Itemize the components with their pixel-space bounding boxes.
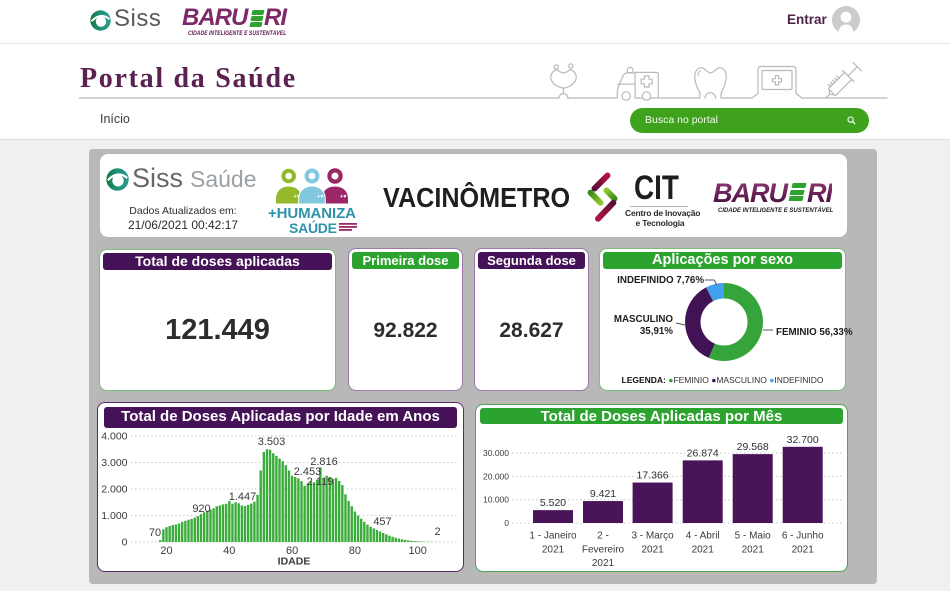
svg-text:SAÚDE: SAÚDE bbox=[289, 219, 337, 234]
svg-text:+HUMANIZA: +HUMANIZA bbox=[268, 205, 356, 222]
svg-text:2021: 2021 bbox=[641, 545, 664, 556]
svg-text:6 - Junho: 6 - Junho bbox=[782, 531, 824, 542]
svg-text:80: 80 bbox=[349, 545, 361, 557]
svg-text:10.000: 10.000 bbox=[483, 495, 509, 505]
svg-text:2021: 2021 bbox=[592, 558, 615, 569]
svg-text:1.000: 1.000 bbox=[101, 510, 127, 522]
svg-text:Fevereiro: Fevereiro bbox=[582, 545, 625, 556]
svg-text:+♥: +♥ bbox=[294, 194, 300, 200]
svg-text:1.447: 1.447 bbox=[229, 491, 257, 503]
svg-text:2: 2 bbox=[434, 526, 440, 538]
svg-text:4.000: 4.000 bbox=[101, 431, 127, 443]
svg-text:0: 0 bbox=[122, 537, 128, 549]
svg-text:2021: 2021 bbox=[542, 545, 565, 556]
svg-text:2.000: 2.000 bbox=[101, 484, 127, 496]
svg-text:457: 457 bbox=[373, 516, 391, 528]
svg-text:20.000: 20.000 bbox=[483, 471, 509, 481]
svg-text:2.119: 2.119 bbox=[307, 476, 334, 488]
svg-text:2 -: 2 - bbox=[597, 531, 609, 542]
svg-text:3.000: 3.000 bbox=[101, 457, 127, 469]
svg-text:2.816: 2.816 bbox=[310, 456, 338, 468]
svg-text:20: 20 bbox=[160, 545, 172, 557]
svg-text:IDADE: IDADE bbox=[278, 556, 311, 568]
svg-text:920: 920 bbox=[192, 503, 210, 515]
svg-text:1 - Janeiro: 1 - Janeiro bbox=[529, 531, 577, 542]
svg-text:30.000: 30.000 bbox=[483, 448, 509, 458]
svg-text:5.520: 5.520 bbox=[540, 497, 566, 509]
svg-text:2.453: 2.453 bbox=[294, 466, 322, 478]
svg-text:40: 40 bbox=[223, 545, 235, 557]
svg-text:4 - Abril: 4 - Abril bbox=[686, 531, 720, 542]
svg-text:2021: 2021 bbox=[742, 545, 765, 556]
svg-text:9.421: 9.421 bbox=[590, 488, 616, 500]
svg-text:3.503: 3.503 bbox=[258, 436, 286, 448]
svg-text:3 - Março: 3 - Março bbox=[631, 531, 674, 542]
svg-text:60: 60 bbox=[286, 545, 298, 557]
svg-text:+♥: +♥ bbox=[317, 194, 323, 200]
svg-text:0: 0 bbox=[504, 518, 509, 528]
svg-text:100: 100 bbox=[409, 545, 427, 557]
svg-text:70: 70 bbox=[149, 527, 161, 539]
svg-text:+♥: +♥ bbox=[340, 194, 346, 200]
svg-text:2021: 2021 bbox=[692, 545, 715, 556]
svg-text:2021: 2021 bbox=[792, 545, 815, 556]
svg-text:17.366: 17.366 bbox=[637, 470, 669, 482]
svg-text:32.700: 32.700 bbox=[787, 434, 819, 446]
svg-text:5 - Maio: 5 - Maio bbox=[735, 531, 772, 542]
svg-text:29.568: 29.568 bbox=[737, 441, 769, 453]
svg-text:26.874: 26.874 bbox=[687, 447, 719, 459]
